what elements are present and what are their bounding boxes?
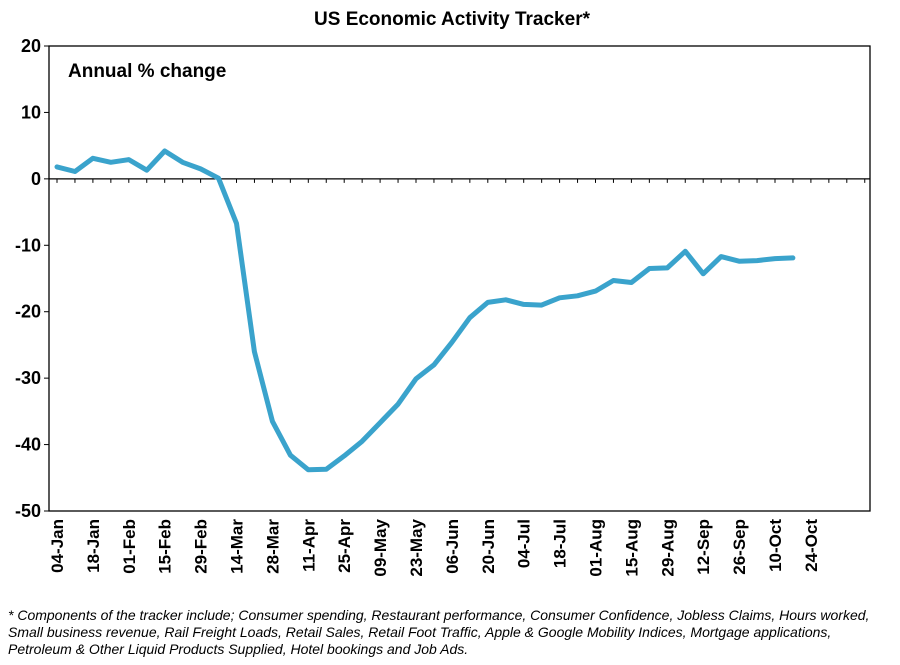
y-axis: 20 10 0 -10 -20 -30 -40 -50	[15, 36, 49, 521]
x-tick-label: 23-May	[407, 518, 426, 576]
x-tick-label: 15-Feb	[156, 519, 175, 574]
x-tick-label: 06-Jun	[443, 519, 462, 574]
x-axis: 04-Jan 18-Jan 01-Feb 15-Feb 29-Feb 14-Mar 28-M…	[48, 178, 870, 577]
x-tick-label: 26-Sep	[730, 519, 749, 575]
x-tick-label: 10-Oct	[766, 519, 785, 572]
x-tick-label: 04-Jul	[515, 519, 534, 568]
y-tick-label: 0	[31, 169, 41, 189]
footnote: * Components of the tracker include; Con…	[8, 607, 870, 657]
x-tick-label: 18-Jan	[84, 519, 103, 573]
series-line	[54, 148, 796, 473]
x-tick-label: 09-May	[371, 518, 390, 576]
x-tick-label: 29-Feb	[192, 519, 211, 574]
x-tick-label: 20-Jun	[479, 519, 498, 574]
x-tick-label: 12-Sep	[694, 519, 713, 575]
y-tick-label: -10	[15, 235, 41, 255]
y-tick-label: 20	[21, 36, 41, 56]
y-tick-label: -20	[15, 302, 41, 322]
x-tick-label: 25-Apr	[335, 519, 354, 573]
plot-frame	[48, 45, 871, 512]
x-tick-label: 28-Mar	[263, 519, 282, 574]
x-tick-label: 29-Aug	[658, 519, 677, 577]
x-tick-label: 11-Apr	[299, 519, 318, 572]
x-tick-label: 18-Jul	[551, 519, 570, 568]
x-tick-label: 14-Mar	[228, 519, 247, 574]
x-tick-label: 01-Feb	[120, 519, 139, 574]
y-tick-label: -50	[15, 501, 41, 521]
chart-annotation: Annual % change	[68, 61, 226, 82]
y-tick-label: 10	[21, 102, 41, 122]
x-tick-label: 01-Aug	[587, 519, 606, 577]
x-tick-label: 15-Aug	[622, 519, 641, 577]
x-tick-label: 04-Jan	[48, 519, 67, 573]
series-layer	[54, 148, 796, 473]
y-tick-label: -30	[15, 368, 41, 388]
y-tick-label: -40	[15, 435, 41, 455]
chart-title: US Economic Activity Tracker*	[314, 9, 591, 30]
x-tick-label: 24-Oct	[802, 519, 821, 572]
